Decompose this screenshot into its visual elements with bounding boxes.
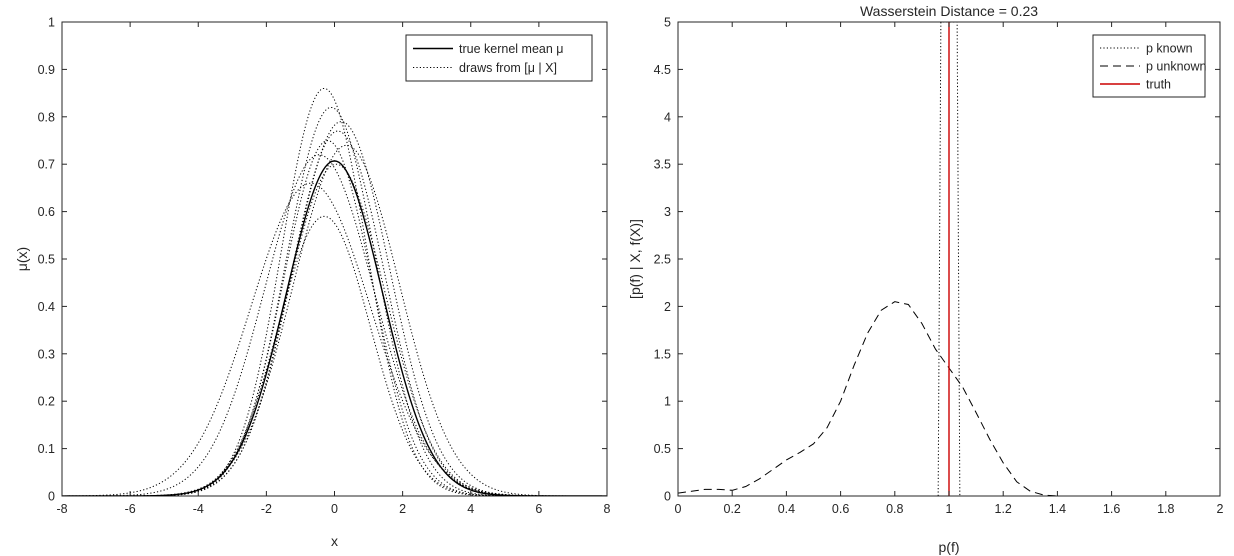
chart1-legend-label: truth xyxy=(1146,78,1171,92)
chart0-x-tick-label: 4 xyxy=(467,502,474,516)
chart1-y-tick-label: 1.5 xyxy=(654,347,671,361)
chart0-legend-label: draws from [μ | X] xyxy=(459,61,557,75)
right-ticks: 0 0.2 0.4 0.6 0.8 1 1.2 1.4 1.6 1.8 2 0 0.5 1 1.5 2 2.5 3… xyxy=(654,16,1224,517)
chart1-series-line-0 xyxy=(937,22,961,496)
chart1-x-tick-label: 2 xyxy=(1217,502,1224,516)
chart0-x-tick-label: 0 xyxy=(331,502,338,516)
chart0-y-tick-label: 0 xyxy=(48,490,55,504)
chart0-y-tick-label: 0.5 xyxy=(38,253,55,267)
chart0-x-tick-label: -4 xyxy=(193,502,204,516)
chart0-x-tick-label: -6 xyxy=(125,502,136,516)
left-chart: -8 -6 -4 -2 0 2 4 6 8 0 0.1 0.2 0.3 0.4 0.5 0.6 0.7 0.8 0.… xyxy=(14,16,611,550)
chart1-x-tick-label: 0.2 xyxy=(724,502,741,516)
chart1-x-tick-label: 1.4 xyxy=(1049,502,1066,516)
chart1-x-tick-label: 0.6 xyxy=(832,502,849,516)
chart0-series-line-10 xyxy=(62,215,607,496)
chart1-y-tick-label: 3 xyxy=(664,205,671,219)
chart1-x-tick-label: 0 xyxy=(675,502,682,516)
chart0-x-tick-label: 2 xyxy=(399,502,406,516)
right-chart: 0 0.2 0.4 0.6 0.8 1 1.2 1.4 1.6 1.8 2 0 0.5 1 1.5 2 2.5 3… xyxy=(627,3,1224,555)
chart1-x-tick-label: 1.2 xyxy=(995,502,1012,516)
chart1-legend-label: p known xyxy=(1146,42,1193,56)
chart1-legend-label: p unknown xyxy=(1146,60,1207,74)
chart1-y-tick-label: 0.5 xyxy=(654,442,671,456)
chart1-x-tick-label: 0.8 xyxy=(886,502,903,516)
chart0-x-tick-label: 8 xyxy=(604,502,611,516)
left-plot-area xyxy=(61,21,608,497)
chart0-y-tick-label: 0.8 xyxy=(38,110,55,124)
chart0-x-tick-label: -2 xyxy=(261,502,272,516)
chart0-legend-box xyxy=(405,34,593,82)
right-chart-title: Wasserstein Distance = 0.23 xyxy=(860,3,1038,19)
chart1-y-tick-label: 2 xyxy=(664,300,671,314)
chart1-y-tick-label: 5 xyxy=(664,16,671,30)
chart1-y-tick-label: 3.5 xyxy=(654,158,671,172)
chart0-series-line-6 xyxy=(62,144,607,496)
chart0-y-tick-label: 0.1 xyxy=(38,442,55,456)
chart1-x-tick-label: 1 xyxy=(946,502,953,516)
chart0-x-tick-label: 6 xyxy=(535,502,542,516)
chart0-series-line-9 xyxy=(62,182,607,496)
left-legend: true kernel mean μ draws from [μ | X] xyxy=(405,34,593,82)
chart0-y-tick-label: 0.9 xyxy=(38,63,55,77)
left-y-axis-label: μ(x) xyxy=(14,247,30,271)
right-x-axis-label: p(f) xyxy=(939,539,960,555)
chart0-y-tick-label: 0.3 xyxy=(38,347,55,361)
chart1-y-tick-label: 4 xyxy=(664,110,671,124)
chart1-y-tick-label: 1 xyxy=(664,395,671,409)
chart1-x-tick-label: 1.8 xyxy=(1157,502,1174,516)
chart1-x-tick-label: 0.4 xyxy=(778,502,795,516)
chart1-y-tick-label: 4.5 xyxy=(654,63,671,77)
chart1-legend-box xyxy=(1092,34,1206,98)
chart0-x-tick-label: -8 xyxy=(56,502,67,516)
right-y-axis-label: [p(f) | X, f(X)] xyxy=(627,219,643,299)
chart0-y-tick-label: 0.2 xyxy=(38,395,55,409)
chart1-y-tick-label: 0 xyxy=(664,490,671,504)
chart0-y-tick-label: 0.6 xyxy=(38,205,55,219)
chart0-y-tick-label: 0.7 xyxy=(38,158,55,172)
left-ticks: -8 -6 -4 -2 0 2 4 6 8 0 0.1 0.2 0.3 0.4 0.5 0.6 0.7 0.8 0.… xyxy=(38,16,611,517)
chart0-y-tick-label: 0.4 xyxy=(38,300,55,314)
left-x-axis-label: x xyxy=(331,533,338,549)
chart1-y-tick-label: 2.5 xyxy=(654,253,671,267)
left-series-group xyxy=(62,88,607,496)
right-series-group xyxy=(678,22,1058,496)
chart0-legend-label: true kernel mean μ xyxy=(459,42,563,56)
chart0-y-tick-label: 1 xyxy=(48,16,55,30)
chart1-series-line-1 xyxy=(678,301,1058,496)
chart1-x-tick-label: 1.6 xyxy=(1103,502,1120,516)
right-legend: p known p unknown truth xyxy=(1092,34,1207,98)
